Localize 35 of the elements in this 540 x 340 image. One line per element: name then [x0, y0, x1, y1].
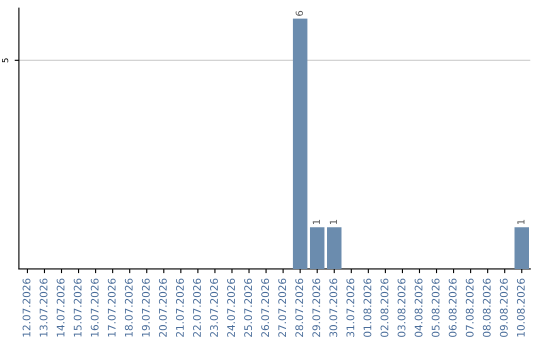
x-tick-label: 02.08.2026 — [380, 278, 388, 337]
x-tick-label: 09.08.2026 — [500, 278, 508, 337]
y-tick-label: 5 — [2, 58, 8, 62]
x-tick-label: 12.07.2026 — [22, 278, 30, 336]
x-tick-label: 10.08.2026 — [516, 278, 525, 336]
x-tick-label: 26.07.2026 — [261, 278, 270, 337]
x-tick-label: 18.07.2026 — [124, 278, 133, 336]
x-tick-label: 17.07.2026 — [108, 278, 116, 336]
x-tick-label: 29.07.2026 — [312, 278, 320, 337]
x-tick-label: 16.07.2026 — [90, 278, 99, 336]
x-tick-label: 20.07.2026 — [158, 278, 167, 337]
x-tick-label: 30.07.2026 — [329, 278, 338, 337]
data-label: 1 — [517, 220, 524, 224]
x-tick-label: 04.08.2026 — [414, 278, 423, 337]
x-tick-label: 27.07.2026 — [278, 278, 286, 337]
x-tick-label: 07.08.2026 — [466, 278, 474, 337]
x-tick-label: 05.08.2026 — [432, 278, 440, 337]
data-label: 1 — [312, 220, 320, 224]
x-tick-label: 03.08.2026 — [398, 278, 406, 337]
x-tick-label: 24.07.2026 — [227, 278, 235, 337]
data-label: 1 — [330, 220, 337, 224]
x-tick-label: 14.07.2026 — [56, 278, 65, 336]
data-label: 6 — [296, 10, 303, 16]
x-tick-label: 21.07.2026 — [176, 278, 184, 337]
x-tick-label: 28.07.2026 — [295, 278, 304, 337]
x-tick-label: 22.07.2026 — [193, 278, 201, 337]
x-tick-label: 08.08.2026 — [482, 278, 491, 337]
x-tick-label: 19.07.2026 — [142, 278, 150, 336]
x-tick-label: 06.08.2026 — [448, 278, 457, 337]
x-tick-label: 31.07.2026 — [346, 278, 354, 337]
x-tick-label: 25.07.2026 — [244, 278, 252, 337]
x-tick-label: 01.08.2026 — [363, 278, 372, 337]
x-tick-label: 15.07.2026 — [74, 278, 82, 336]
x-tick-label: 13.07.2026 — [40, 278, 48, 336]
x-tick-label: 23.07.2026 — [210, 278, 218, 337]
